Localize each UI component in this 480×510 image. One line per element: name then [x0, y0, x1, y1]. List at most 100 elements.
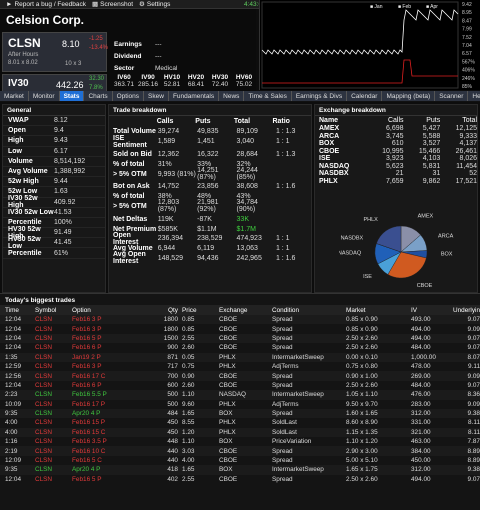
trade-cell: 484.00	[411, 381, 431, 389]
trade-cell: 9.09	[467, 372, 480, 380]
tab-stats[interactable]: Stats	[59, 91, 85, 101]
trade-cell: 1.10	[182, 438, 195, 446]
trade-value: 12,803 (87%)	[157, 199, 180, 214]
trade-row[interactable]: 12:04 CLSN Feb16 5 P 402 2.55 CBOE Spread 2.50 …	[0, 475, 480, 484]
trade-row[interactable]: 12:59 CLSN Feb16 3 P 717 0.75 PHLX AdjTerms 0.7…	[0, 362, 480, 371]
trades-col-qty[interactable]: Qty	[168, 306, 178, 314]
trades-col-iv[interactable]: IV	[411, 306, 418, 314]
bug-icon[interactable]: ►	[6, 0, 13, 8]
trade-row: Bot on Ask 14,752 23,856 38,608 1 : 1.6	[109, 182, 311, 192]
trades-col-exchange[interactable]: Exchange	[219, 306, 248, 314]
tab-options[interactable]: Options	[113, 91, 145, 101]
trade-row[interactable]: 12:56 CLSN Feb16 17 C 700 0.90 CBOE Spread 0.90…	[0, 371, 480, 381]
company-name: Celsion Corp.	[6, 13, 85, 27]
general-title: General	[3, 105, 105, 116]
trade-row[interactable]: 9:35 CLSN Apr20 4 P 418 1.65 BOX IntermarketSw…	[0, 465, 480, 475]
tab-fundamentals[interactable]: Fundamentals	[169, 91, 220, 101]
trades-col-underlying[interactable]: Underlying	[453, 306, 480, 314]
trade-cell: 900	[167, 344, 178, 352]
exchange-value: 7,659	[385, 177, 404, 185]
tab-scanner[interactable]: Scanner	[435, 91, 469, 101]
trade-value: 474,923	[236, 235, 262, 243]
exchange-value: 9,862	[422, 177, 441, 185]
chart-y-label: 8.47	[462, 18, 472, 24]
tab-help[interactable]: Help	[468, 91, 480, 101]
trades-col-market[interactable]: Market	[346, 306, 366, 314]
tab-earnings-divs[interactable]: Earnings & Divs	[292, 91, 348, 101]
price-iv-chart[interactable]: 9.42 8.95 8.47 7.99 7.52 7.04 6.57 567% 406% 246%…	[259, 0, 480, 90]
tab-market[interactable]: Market	[0, 91, 29, 101]
trade-value: 21,981 (92%)	[197, 199, 219, 214]
trade-value: 38%	[157, 193, 172, 201]
trades-col-condition[interactable]: Condition	[272, 306, 300, 314]
tab-charts[interactable]: Charts	[84, 91, 113, 101]
trade-cell: 476.00	[411, 391, 431, 399]
trade-row[interactable]: 1:35 CLSN Jan19 2 P 871 0.05 PHLX IntermarketS…	[0, 352, 480, 362]
trade-row[interactable]: 1:16 CLSN Feb16 3.5 P 448 1.10 BOX PriceVariat…	[0, 437, 480, 446]
trade-cell: 2.50 x 2.60	[346, 475, 378, 483]
general-value: 8.12	[54, 117, 68, 125]
general-label: Low	[8, 147, 22, 155]
report-bug-link[interactable]: Report a bug / Feedback	[14, 0, 86, 8]
trade-value: 6,944	[157, 245, 176, 253]
trade-cell: 1.60 x 1.65	[346, 410, 378, 418]
chart-y-label: 7.04	[462, 43, 472, 49]
camera-icon[interactable]: ▩	[91, 1, 99, 8]
trade-row[interactable]: 12:04 CLSN Feb16 6 P 600 2.60 CBOE Spread 2.50 …	[0, 381, 480, 390]
general-row: Low 6.17	[3, 147, 105, 157]
trades-col-price[interactable]: Price	[182, 306, 197, 314]
settings-link[interactable]: Settings	[146, 0, 171, 8]
tab-mapping-beta-[interactable]: Mapping (beta)	[382, 91, 436, 101]
exchange-row: NASDAQ 5,623 5,831 11,454	[315, 163, 477, 171]
volatility-table: IV60 IV90 HV10 HV20 HV30 HV60 363.71 285.16 52.…	[112, 74, 256, 88]
trade-row[interactable]: 12:09 CLSN Feb16 5 C 440 4.00 CBOE Spread 5.00 …	[0, 456, 480, 465]
gear-icon[interactable]: ⚙	[139, 1, 145, 8]
trade-cell: 12:09	[5, 457, 21, 465]
general-label: Percentile	[8, 249, 42, 257]
trade-row[interactable]: 2:23 CLSN Feb16 5.5 P 500 1.10 NASDAQ Intermar…	[0, 390, 480, 400]
pie-label-nasdaq: NASDAQ	[339, 251, 362, 257]
trade-row[interactable]: 12:04 CLSN Feb16 6 P 900 2.60 CBOE Spread 2.50 …	[0, 343, 480, 352]
trade-cell: 494.00	[411, 475, 431, 483]
trade-row[interactable]: 4:00 CLSN Feb16 15 C 450 1.20 PHLX SoldLast 1.1…	[0, 427, 480, 438]
dividend-label: Dividend	[114, 53, 142, 60]
trade-row[interactable]: 12:04 CLSN Feb16 5 P 1500 2.55 CBOE Spread 2.50…	[0, 333, 480, 344]
trade-row[interactable]: 12:04 CLSN Feb16 3 P 1800 0.85 CBOE Spread 0.85…	[0, 324, 480, 333]
trade-cell: 12:04	[5, 475, 21, 483]
tab-calendar[interactable]: Calendar	[347, 91, 383, 101]
chart-y-label: 9.42	[462, 2, 472, 8]
trade-cell: PHLX	[219, 428, 236, 436]
trades-col-time[interactable]: Time	[5, 306, 19, 314]
trade-cell: 0.75	[182, 363, 195, 371]
trade-row[interactable]: 4:00 CLSN Feb16 15 P 450 8.55 PHLX SoldLast 8.6…	[0, 418, 480, 427]
trade-row: Avg Open Interest 148,529 94,436 242,965 1 :…	[109, 251, 311, 265]
trade-cell: 2.60	[182, 381, 195, 389]
trade-row[interactable]: 12:04 CLSN Feb16 3 P 1800 0.85 CBOE Spread 0.85…	[0, 315, 480, 325]
trade-cell: 9:35	[5, 466, 18, 474]
exchange-row: NASDBX 21 31 52	[315, 170, 477, 178]
general-row: 52w High 9.44	[3, 177, 105, 188]
dividend-value: ---	[155, 53, 162, 60]
tab-monitor[interactable]: Monitor	[29, 91, 60, 101]
tab-news[interactable]: News	[219, 91, 245, 101]
trade-cell: 9.07	[467, 381, 480, 389]
trade-cell: 2.50 x 2.60	[346, 381, 378, 389]
trades-col-symbol[interactable]: Symbol	[35, 306, 57, 314]
screenshot-link[interactable]: Screenshot	[100, 0, 134, 8]
trade-cell: Feb16 15 P	[72, 419, 106, 427]
trade-value: 39,274	[157, 128, 180, 136]
exchange-value: 52	[469, 170, 478, 178]
trade-value: 34,784 (90%)	[236, 199, 258, 214]
trade-row: Avg Volume 6,944 6,119 13,063 1 : 1	[109, 244, 311, 254]
trade-row[interactable]: 9:35 CLSN Apr20 4 P 484 1.65 BOX Spread 1.60 x …	[0, 408, 480, 419]
trade-row[interactable]: 10:09 CLSN Feb16 17 P 500 9.60 PHLX AdjTerms 9.…	[0, 400, 480, 409]
trade-cell: NASDAQ	[219, 391, 246, 399]
trades-col-option[interactable]: Option	[72, 306, 91, 314]
trade-cell: 9.07	[467, 334, 480, 342]
tab-time-sales[interactable]: Time & Sales	[244, 91, 292, 101]
trade-cell: 4.00	[182, 457, 195, 465]
pie-label-phlx: PHLX	[363, 217, 378, 223]
trade-row[interactable]: 2:19 CLSN Feb16 10 C 440 3.03 CBOE Spread 2.90 …	[0, 446, 480, 456]
tab-skew[interactable]: Skew	[144, 91, 169, 101]
trade-cell: CLSN	[35, 325, 53, 333]
